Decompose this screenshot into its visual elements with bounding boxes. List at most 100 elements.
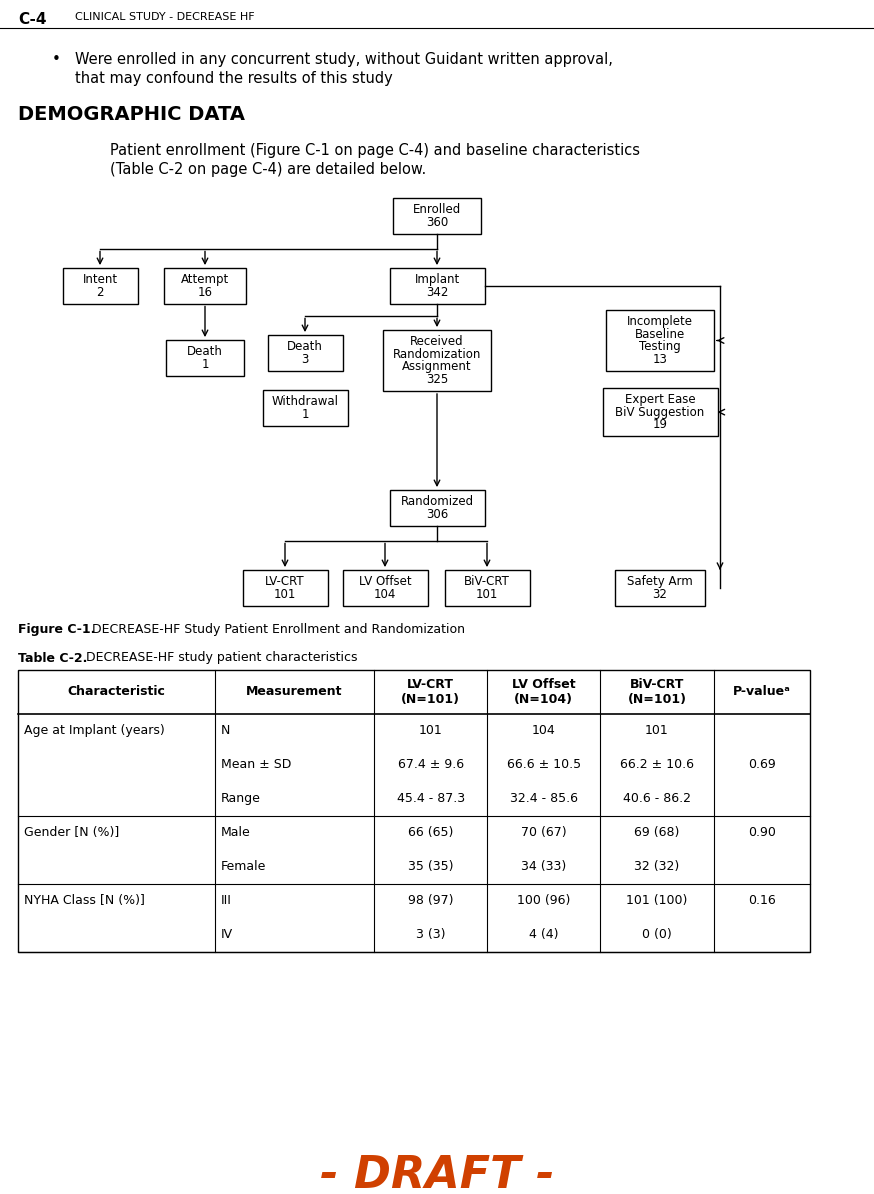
Bar [393, 198, 481, 234]
Text: 66 (65): 66 (65) [408, 826, 454, 839]
Bar [262, 390, 348, 425]
Text: 101: 101 [645, 724, 669, 737]
Text: 0.69: 0.69 [748, 758, 775, 771]
Text: Gender [N (%)]: Gender [N (%)] [24, 826, 119, 839]
Text: 16: 16 [198, 285, 212, 298]
Text: 342: 342 [426, 285, 448, 298]
Text: 101: 101 [419, 724, 442, 737]
Text: Received: Received [410, 334, 464, 347]
Text: 32 (32): 32 (32) [635, 860, 680, 873]
Text: Randomized: Randomized [400, 494, 474, 507]
Text: •: • [52, 53, 61, 67]
Text: Figure C-1.: Figure C-1. [18, 623, 95, 636]
Text: 66.2 ± 10.6: 66.2 ± 10.6 [620, 758, 694, 771]
Text: 1: 1 [201, 358, 209, 370]
Bar [606, 310, 714, 371]
Text: III: III [221, 894, 232, 907]
Bar [63, 267, 137, 303]
Bar [166, 340, 244, 375]
Text: 101: 101 [475, 587, 498, 601]
Text: CLINICAL STUDY - DECREASE HF: CLINICAL STUDY - DECREASE HF [75, 12, 254, 21]
Text: Randomization: Randomization [392, 347, 482, 361]
Text: 101 (100): 101 (100) [627, 894, 688, 907]
Text: 100 (96): 100 (96) [517, 894, 571, 907]
Text: Testing: Testing [639, 340, 681, 353]
Text: Mean ± SD: Mean ± SD [221, 758, 291, 771]
Text: 66.6 ± 10.5: 66.6 ± 10.5 [507, 758, 581, 771]
Text: LV-CRT: LV-CRT [265, 574, 305, 587]
Text: BiV Suggestion: BiV Suggestion [615, 406, 704, 419]
Text: DECREASE-HF Study Patient Enrollment and Randomization: DECREASE-HF Study Patient Enrollment and… [76, 623, 465, 636]
Text: 1: 1 [302, 407, 309, 420]
Text: 67.4 ± 9.6: 67.4 ± 9.6 [398, 758, 464, 771]
Text: 325: 325 [426, 373, 448, 386]
Bar [615, 570, 705, 605]
Text: 40.6 - 86.2: 40.6 - 86.2 [623, 792, 691, 805]
Text: 13: 13 [653, 353, 668, 367]
Text: LV Offset: LV Offset [358, 574, 412, 587]
Text: 104: 104 [374, 587, 396, 601]
Bar [18, 670, 810, 952]
Text: Death: Death [287, 340, 323, 353]
Text: LV Offset
(N=104): LV Offset (N=104) [512, 677, 576, 706]
Text: Characteristic: Characteristic [67, 685, 165, 698]
Text: 3: 3 [302, 352, 309, 365]
Text: Male: Male [221, 826, 251, 839]
Text: Age at Implant (years): Age at Implant (years) [24, 724, 165, 737]
Text: IV: IV [221, 928, 233, 941]
Text: Death: Death [187, 345, 223, 358]
Bar [267, 336, 343, 370]
Text: Table C-2.: Table C-2. [18, 652, 87, 665]
Text: (Table C-2 on page C-4) are detailed below.: (Table C-2 on page C-4) are detailed bel… [110, 162, 427, 177]
Text: Expert Ease: Expert Ease [625, 393, 696, 406]
Bar [445, 570, 530, 605]
Text: that may confound the results of this study: that may confound the results of this st… [75, 70, 392, 86]
Text: 0.16: 0.16 [748, 894, 775, 907]
Text: Patient enrollment (Figure C-1 on page C-4) and baseline characteristics: Patient enrollment (Figure C-1 on page C… [110, 143, 640, 158]
Text: 0 (0): 0 (0) [642, 928, 672, 941]
Text: 35 (35): 35 (35) [408, 860, 454, 873]
Text: Safety Arm: Safety Arm [628, 574, 693, 587]
Text: Female: Female [221, 860, 267, 873]
Text: 360: 360 [426, 216, 448, 228]
Text: 32.4 - 85.6: 32.4 - 85.6 [510, 792, 578, 805]
Bar [390, 267, 484, 303]
Text: Measurement: Measurement [246, 685, 343, 698]
Bar [164, 267, 246, 303]
Text: LV-CRT
(N=101): LV-CRT (N=101) [401, 677, 461, 706]
Text: Withdrawal: Withdrawal [272, 395, 338, 408]
Text: Attempt: Attempt [181, 273, 229, 285]
Text: Intent: Intent [82, 273, 118, 285]
Text: DEMOGRAPHIC DATA: DEMOGRAPHIC DATA [18, 105, 245, 124]
Bar [383, 330, 491, 390]
Text: BiV-CRT
(N=101): BiV-CRT (N=101) [628, 677, 686, 706]
Text: Incomplete: Incomplete [627, 315, 693, 328]
Text: 69 (68): 69 (68) [635, 826, 680, 839]
Bar [602, 388, 718, 436]
Text: 19: 19 [653, 418, 668, 431]
Text: DECREASE-HF study patient characteristics: DECREASE-HF study patient characteristic… [70, 652, 357, 665]
Bar [343, 570, 427, 605]
Text: 4 (4): 4 (4) [529, 928, 558, 941]
Text: 70 (67): 70 (67) [521, 826, 566, 839]
Bar [390, 490, 484, 525]
Text: Enrolled: Enrolled [413, 203, 461, 216]
Text: Baseline: Baseline [635, 327, 685, 340]
Text: 45.4 - 87.3: 45.4 - 87.3 [397, 792, 465, 805]
Text: - DRAFT -: - DRAFT - [320, 1153, 554, 1194]
Text: BiV-CRT: BiV-CRT [464, 574, 510, 587]
Text: P-valueᵃ: P-valueᵃ [732, 685, 791, 698]
Text: Were enrolled in any concurrent study, without Guidant written approval,: Were enrolled in any concurrent study, w… [75, 53, 613, 67]
Text: 0.90: 0.90 [748, 826, 775, 839]
Text: 3 (3): 3 (3) [416, 928, 446, 941]
Text: 306: 306 [426, 507, 448, 521]
Text: 104: 104 [532, 724, 556, 737]
Text: Range: Range [221, 792, 260, 805]
Text: Implant: Implant [414, 273, 460, 285]
Bar [242, 570, 328, 605]
Text: NYHA Class [N (%)]: NYHA Class [N (%)] [24, 894, 145, 907]
Text: 101: 101 [274, 587, 296, 601]
Text: 98 (97): 98 (97) [408, 894, 454, 907]
Text: 2: 2 [96, 285, 104, 298]
Text: Assignment: Assignment [402, 361, 472, 374]
